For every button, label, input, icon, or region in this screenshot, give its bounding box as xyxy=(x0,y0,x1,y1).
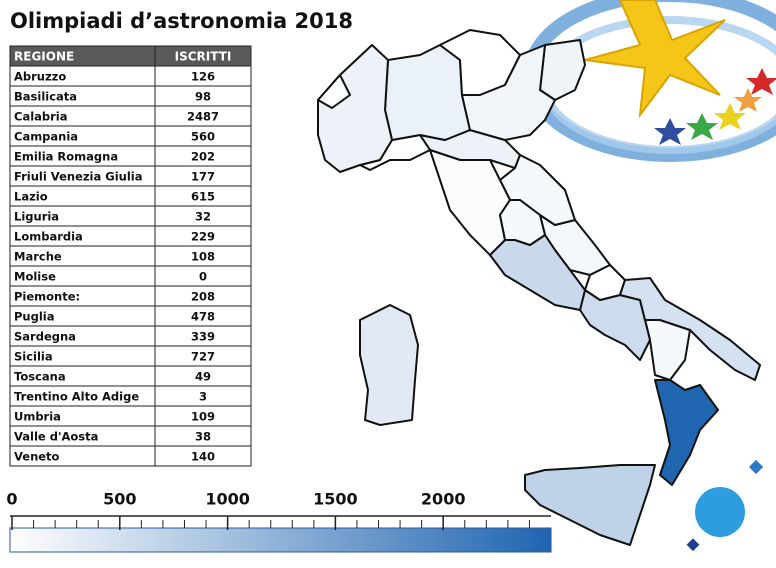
region-name: Trentino Alto Adige xyxy=(14,390,139,404)
region-name: Sicilia xyxy=(14,350,53,364)
map xyxy=(317,29,761,546)
count: 32 xyxy=(195,210,211,224)
region-name: Friuli Venezia Giulia xyxy=(14,170,142,184)
count: 49 xyxy=(195,370,211,384)
region xyxy=(359,304,419,426)
header-cell: ISCRITTI xyxy=(175,50,232,64)
region-name: Toscana xyxy=(14,370,66,384)
region xyxy=(429,149,511,256)
count: 560 xyxy=(191,130,215,144)
scale-label: 500 xyxy=(103,490,136,509)
count: 0 xyxy=(199,270,207,284)
region xyxy=(644,319,691,381)
count: 3 xyxy=(199,390,207,404)
region xyxy=(539,39,586,101)
region xyxy=(317,44,393,173)
scale-label: 2000 xyxy=(421,490,466,509)
count: 202 xyxy=(191,150,215,164)
region-name: Lombardia xyxy=(14,230,83,244)
table: REGIONE ISCRITTI Abruzzo 126 Basilicata 98 Cal… xyxy=(9,45,252,467)
region-name: Campania xyxy=(14,130,78,144)
count: 229 xyxy=(191,230,215,244)
count: 208 xyxy=(191,290,215,304)
region-name: Abruzzo xyxy=(14,70,66,84)
region-name: Basilicata xyxy=(14,90,77,104)
region xyxy=(461,44,556,141)
count: 126 xyxy=(191,70,215,84)
region xyxy=(384,44,471,141)
count: 177 xyxy=(191,170,215,184)
scale-label: 1500 xyxy=(313,490,358,509)
region-name: Valle d'Aosta xyxy=(14,430,98,444)
region-name: Marche xyxy=(14,250,62,264)
region-name: Lazio xyxy=(14,190,48,204)
scale-label: 1000 xyxy=(205,490,250,509)
count: 339 xyxy=(191,330,215,344)
region xyxy=(317,74,351,109)
count: 2487 xyxy=(187,110,219,124)
count: 109 xyxy=(191,410,215,424)
count: 108 xyxy=(191,250,215,264)
region-name: Liguria xyxy=(14,210,59,224)
region-name: Molise xyxy=(14,270,56,284)
scale-label: 0 xyxy=(6,490,17,509)
count: 615 xyxy=(191,190,215,204)
region-name: Piemonte: xyxy=(14,290,80,304)
title: Olimpiadi d’astronomia 2018 xyxy=(10,9,353,33)
region xyxy=(654,379,719,486)
count: 98 xyxy=(195,90,211,104)
region-name: Veneto xyxy=(14,450,60,464)
header-cell: REGIONE xyxy=(14,50,74,64)
region-name: Calabria xyxy=(14,110,68,124)
count: 727 xyxy=(191,350,215,364)
region-name: Puglia xyxy=(14,310,55,324)
color-scale xyxy=(9,527,552,553)
count: 140 xyxy=(191,450,215,464)
count: 38 xyxy=(195,430,211,444)
region-name: Emilia Romagna xyxy=(14,150,118,164)
region-name: Sardegna xyxy=(14,330,76,344)
region xyxy=(619,277,761,381)
region-name: Umbria xyxy=(14,410,61,424)
row-bg xyxy=(9,445,252,467)
region xyxy=(524,464,656,546)
count: 478 xyxy=(191,310,215,324)
region xyxy=(499,199,546,246)
